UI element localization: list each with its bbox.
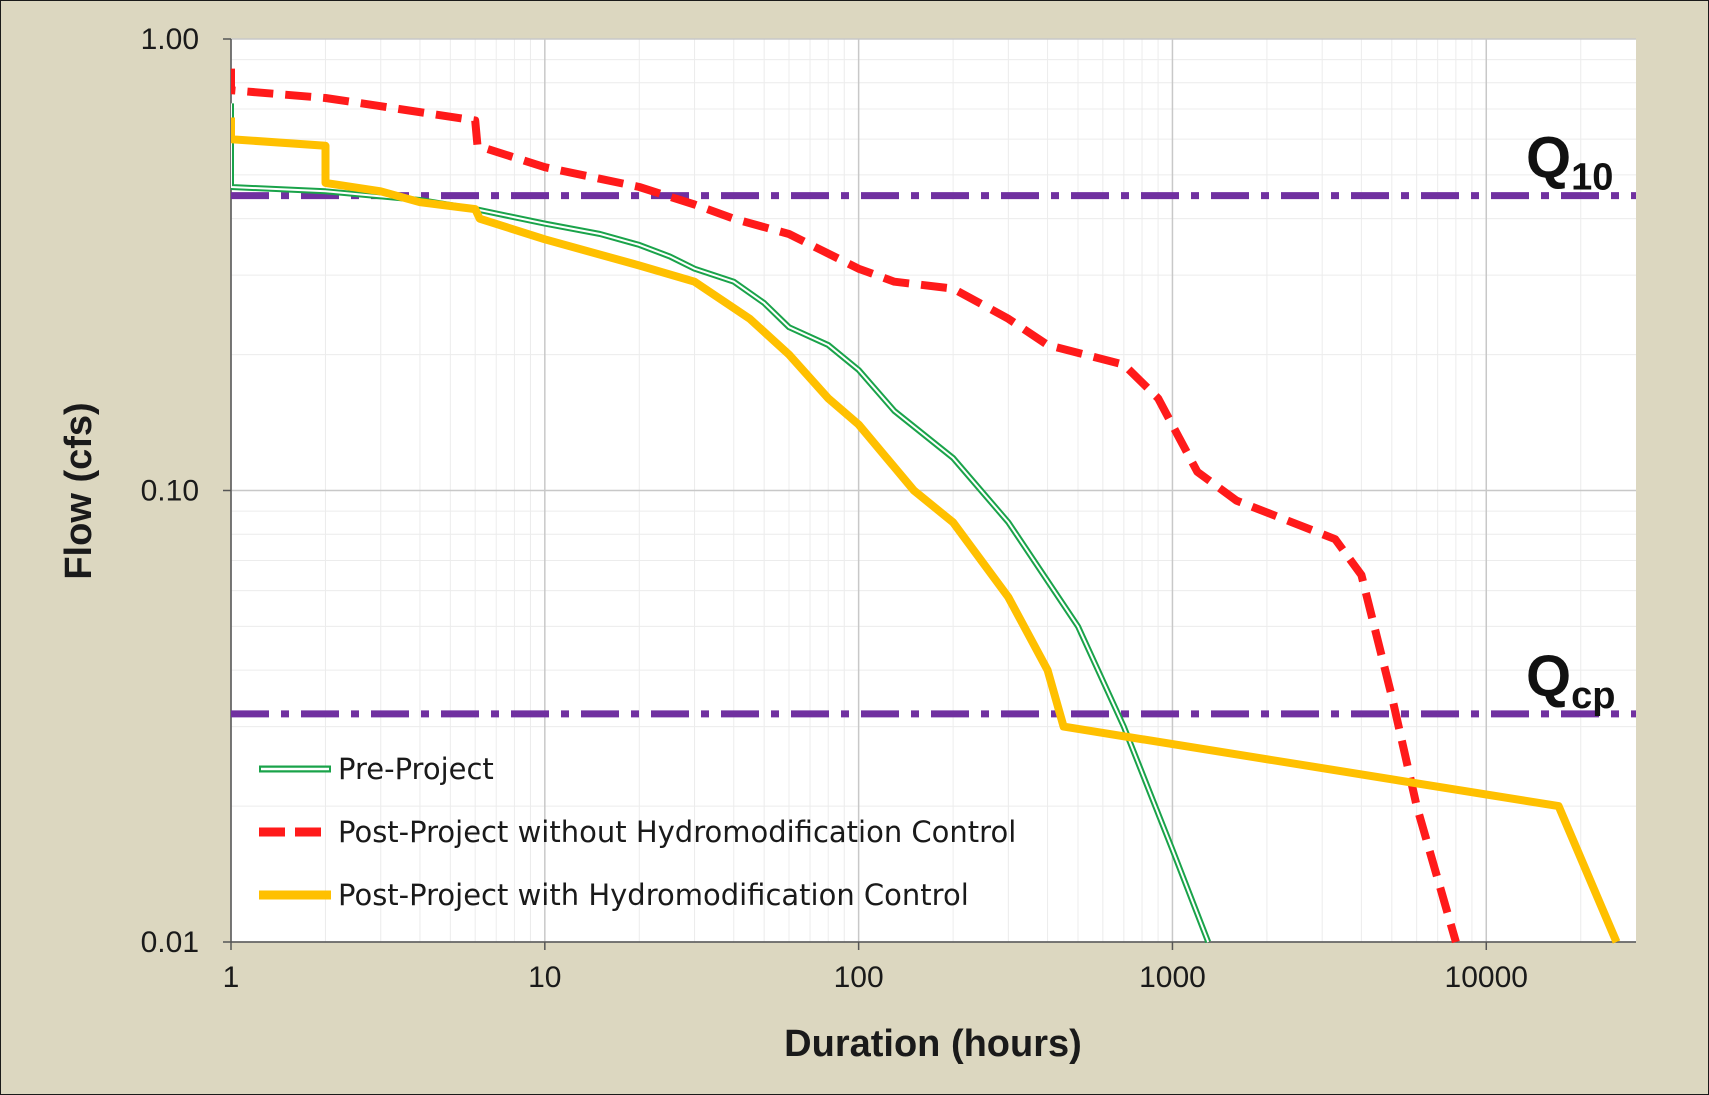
x-tick-label: 10000 [1445, 961, 1528, 994]
reference-lines: Q10 Qcp [231, 126, 1636, 718]
legend: Pre-Project Post-Project without Hydromod… [259, 752, 1016, 912]
y-axis-title: Flow (cfs) [58, 402, 100, 579]
series-lines [231, 68, 1621, 944]
x-axis-title: Duration (hours) [784, 1023, 1082, 1065]
legend-label: Post-Project without Hydromodification C… [338, 815, 1016, 849]
series-line-2 [231, 68, 1460, 944]
legend-item-2: Post-Project without Hydromodification C… [259, 815, 1016, 849]
y-tick-label: 0.10 [141, 475, 199, 508]
legend-label: Pre-Project [338, 752, 494, 786]
y-tick-label: 1.00 [141, 23, 199, 56]
x-tick-label: 1 [223, 961, 240, 994]
legend-item-1: Pre-Project [259, 752, 494, 786]
tick-labels: 1 10 100 1000 10000 0.01 0.10 1.00 [141, 23, 1528, 994]
reference-label-qcp: Qcp [1526, 644, 1615, 717]
x-tick-label: 10 [528, 961, 561, 994]
x-tick-label: 100 [834, 961, 884, 994]
reference-label-q10: Q10 [1526, 126, 1613, 199]
legend-label: Post-Project with Hydromodification Cont… [338, 878, 969, 912]
x-tick-label: 1000 [1139, 961, 1206, 994]
y-tick-label: 0.01 [141, 926, 199, 959]
series-line-3 [231, 117, 1621, 944]
legend-item-3: Post-Project with Hydromodification Cont… [259, 878, 969, 912]
